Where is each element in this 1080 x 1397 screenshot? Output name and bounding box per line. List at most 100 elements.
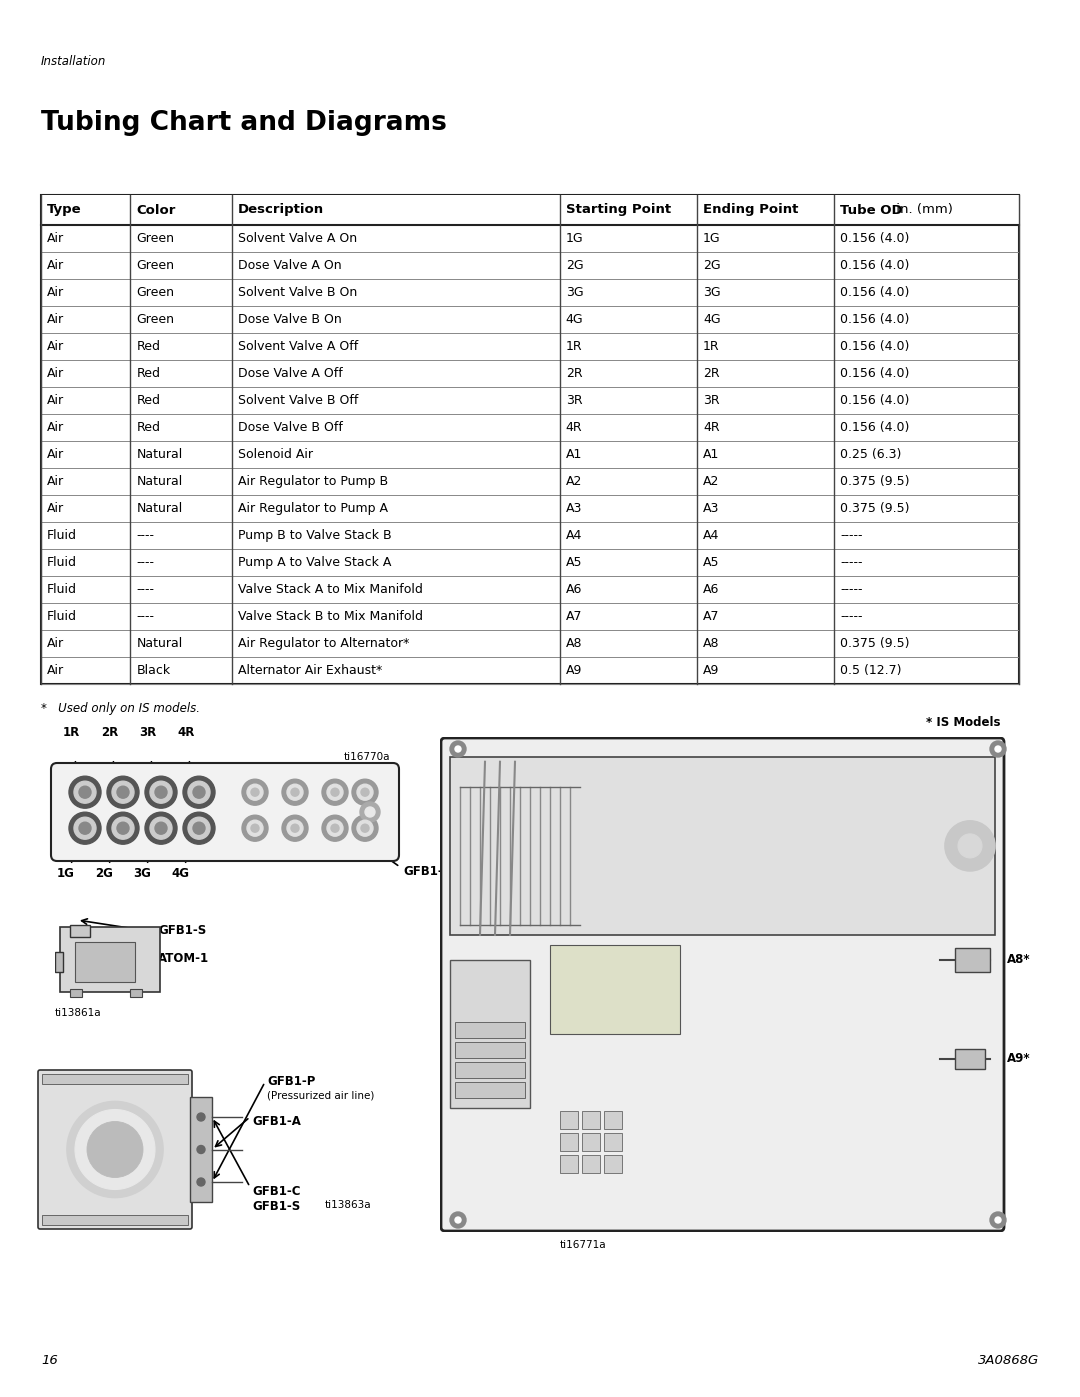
Text: GFB1-A: GFB1-A xyxy=(252,1115,301,1127)
Text: -----: ----- xyxy=(840,556,863,569)
Text: 3A0868G: 3A0868G xyxy=(977,1354,1039,1368)
Text: Air: Air xyxy=(48,475,64,488)
Text: A8: A8 xyxy=(703,637,719,650)
Text: Red: Red xyxy=(136,420,161,434)
Text: 0.156 (4.0): 0.156 (4.0) xyxy=(840,367,909,380)
Text: 1G: 1G xyxy=(703,232,720,244)
Bar xyxy=(190,1097,212,1201)
Text: Natural: Natural xyxy=(136,448,183,461)
Text: Air: Air xyxy=(48,367,64,380)
Circle shape xyxy=(287,784,303,800)
Text: 3G: 3G xyxy=(703,286,720,299)
Text: Air: Air xyxy=(48,420,64,434)
Circle shape xyxy=(117,787,129,798)
Text: 4R: 4R xyxy=(177,726,194,739)
Text: 3G: 3G xyxy=(566,286,583,299)
Text: 1G: 1G xyxy=(566,232,583,244)
Text: ATOM-1: ATOM-1 xyxy=(158,951,210,964)
Text: A2: A2 xyxy=(566,475,582,488)
Bar xyxy=(561,1154,578,1172)
Circle shape xyxy=(75,781,96,803)
Text: ----: ---- xyxy=(136,583,154,597)
Circle shape xyxy=(322,780,348,805)
Text: ti16771a: ti16771a xyxy=(561,1241,607,1250)
Circle shape xyxy=(361,824,369,833)
Text: GFB1-P: GFB1-P xyxy=(267,1076,315,1088)
Bar xyxy=(455,1042,525,1059)
FancyBboxPatch shape xyxy=(441,738,1004,1231)
Bar xyxy=(604,1133,622,1151)
Text: 3R: 3R xyxy=(703,394,719,407)
Circle shape xyxy=(188,817,210,840)
Circle shape xyxy=(242,816,268,841)
Text: Air: Air xyxy=(48,448,64,461)
Text: Air: Air xyxy=(48,394,64,407)
Circle shape xyxy=(183,777,215,809)
Text: Dose Valve B Off: Dose Valve B Off xyxy=(238,420,342,434)
Bar xyxy=(455,1062,525,1078)
Text: 0.156 (4.0): 0.156 (4.0) xyxy=(840,286,909,299)
Circle shape xyxy=(188,781,210,803)
Text: A8*: A8* xyxy=(1007,953,1030,967)
Circle shape xyxy=(990,1213,1005,1228)
Bar xyxy=(604,1154,622,1172)
Text: Type: Type xyxy=(48,204,82,217)
Text: Ending Point: Ending Point xyxy=(703,204,798,217)
Bar xyxy=(561,1133,578,1151)
Text: ----: ---- xyxy=(136,529,154,542)
Text: Color: Color xyxy=(136,204,176,217)
Text: 2G: 2G xyxy=(566,258,583,272)
Text: A5: A5 xyxy=(566,556,582,569)
Text: Pump B to Valve Stack B: Pump B to Valve Stack B xyxy=(238,529,391,542)
Text: 2R: 2R xyxy=(703,367,719,380)
Bar xyxy=(455,1023,525,1038)
Bar xyxy=(55,951,63,972)
Text: 0.25 (6.3): 0.25 (6.3) xyxy=(840,448,902,461)
Text: Solvent Valve B Off: Solvent Valve B Off xyxy=(238,394,359,407)
Text: A5: A5 xyxy=(703,556,719,569)
Circle shape xyxy=(156,823,167,834)
Text: 0.156 (4.0): 0.156 (4.0) xyxy=(840,232,909,244)
Text: 4G: 4G xyxy=(566,313,583,326)
Text: Natural: Natural xyxy=(136,475,183,488)
Text: A9: A9 xyxy=(703,664,719,678)
Circle shape xyxy=(450,1213,465,1228)
Text: 1G: 1G xyxy=(57,868,75,880)
Text: GFB1-C: GFB1-C xyxy=(403,865,451,877)
Text: A2: A2 xyxy=(703,475,719,488)
Bar xyxy=(60,928,160,992)
Text: (Pressurized air line): (Pressurized air line) xyxy=(267,1091,375,1101)
Text: 1R: 1R xyxy=(703,339,719,353)
Text: 16: 16 xyxy=(41,1354,57,1368)
Text: 4R: 4R xyxy=(703,420,719,434)
Circle shape xyxy=(361,788,369,796)
Circle shape xyxy=(352,816,378,841)
FancyBboxPatch shape xyxy=(38,1070,192,1229)
Text: Red: Red xyxy=(136,339,161,353)
Text: Solvent Valve A On: Solvent Valve A On xyxy=(238,232,357,244)
Text: Red: Red xyxy=(136,394,161,407)
Circle shape xyxy=(112,781,134,803)
Text: Fluid: Fluid xyxy=(48,610,77,623)
Circle shape xyxy=(150,817,172,840)
Text: A9*: A9* xyxy=(1007,1052,1030,1066)
Circle shape xyxy=(197,1178,205,1186)
Text: Fluid: Fluid xyxy=(48,583,77,597)
Text: 2G: 2G xyxy=(703,258,720,272)
Circle shape xyxy=(107,777,139,809)
Text: Air: Air xyxy=(48,637,64,650)
Text: ti13863a: ti13863a xyxy=(325,1200,372,1210)
Text: 0.375 (9.5): 0.375 (9.5) xyxy=(840,637,909,650)
Circle shape xyxy=(291,824,299,833)
Bar xyxy=(955,947,990,972)
Circle shape xyxy=(107,812,139,844)
Text: Pump A to Valve Stack A: Pump A to Valve Stack A xyxy=(238,556,391,569)
Text: A1: A1 xyxy=(703,448,719,461)
Text: Black: Black xyxy=(136,664,171,678)
Bar xyxy=(582,1154,600,1172)
Text: A9: A9 xyxy=(566,664,582,678)
Circle shape xyxy=(365,807,375,817)
Text: Air: Air xyxy=(48,258,64,272)
Circle shape xyxy=(251,824,259,833)
Circle shape xyxy=(193,787,205,798)
